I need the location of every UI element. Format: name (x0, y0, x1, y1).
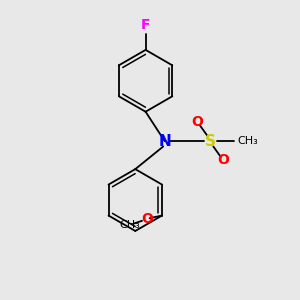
Text: F: F (141, 18, 150, 32)
Text: CH₃: CH₃ (238, 136, 259, 146)
Text: CH₃: CH₃ (119, 220, 140, 230)
Text: O: O (218, 153, 230, 167)
Text: O: O (141, 212, 153, 226)
Text: S: S (205, 134, 216, 149)
Text: N: N (158, 134, 171, 149)
Text: O: O (191, 115, 203, 129)
